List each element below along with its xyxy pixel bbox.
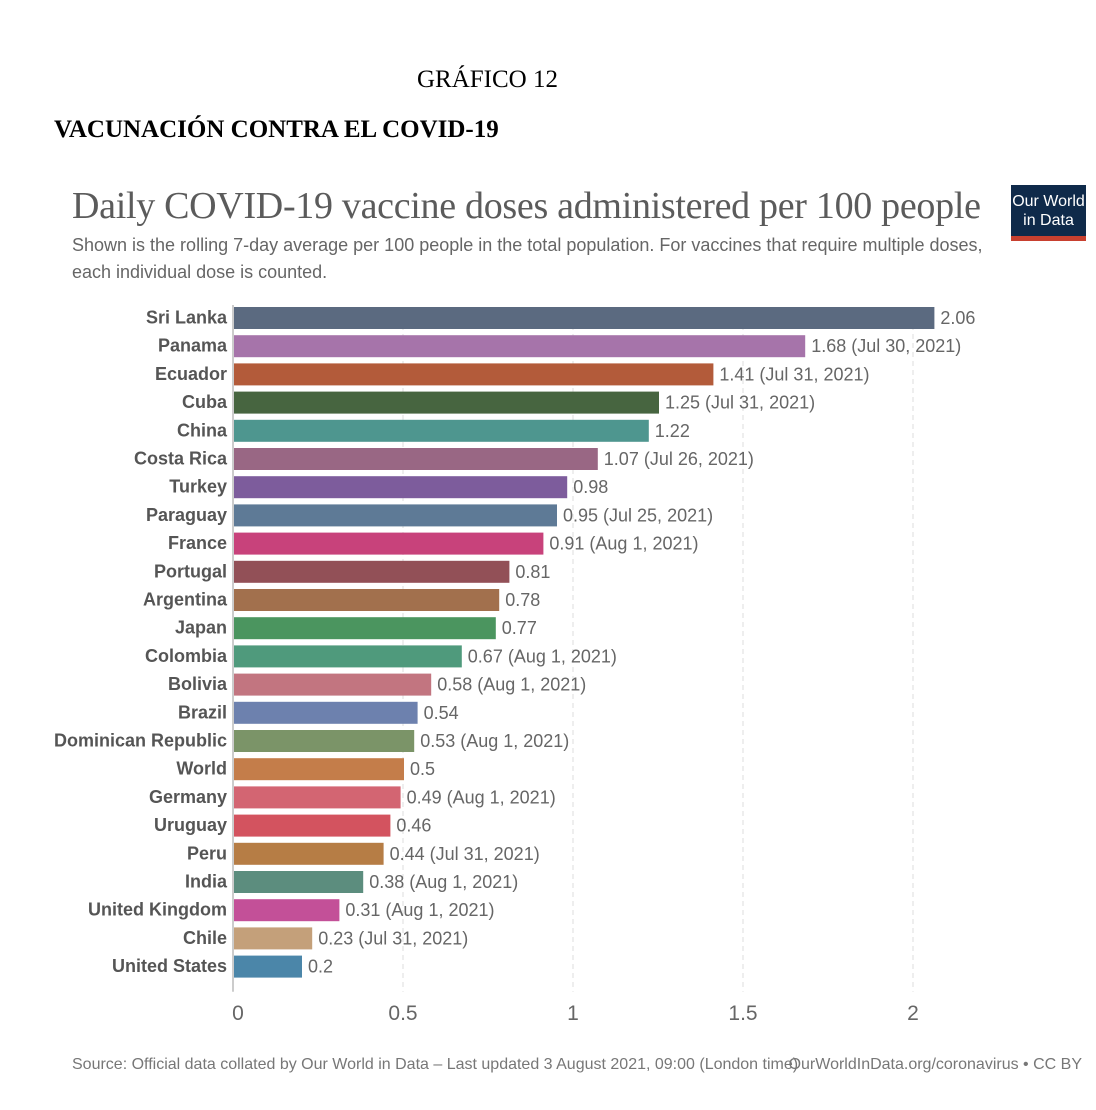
value-label: 0.54 [424,703,459,723]
value-label: 0.5 [410,759,435,779]
value-label: 0.53 (Aug 1, 2021) [420,731,569,751]
x-tick-label: 0 [232,1002,244,1025]
country-label: Peru [187,843,227,863]
country-label: Dominican Republic [54,731,227,751]
country-label: Portugal [154,561,227,581]
value-label: 1.68 (Jul 30, 2021) [811,336,961,356]
bar [234,363,714,386]
bar [234,927,313,950]
bar [234,730,415,752]
logo-line-1: Our World [1012,193,1085,210]
country-label: United Kingdom [88,900,227,920]
bar [234,419,649,442]
country-label: Sri Lanka [146,308,228,328]
value-label: 1.41 (Jul 31, 2021) [719,364,869,384]
bar-chart: 0 0.5 1 1.5 2 Sri Lanka 2.06 Panama 1.68 (Jul 30… [54,305,975,1025]
bar [234,673,432,696]
country-label: Japan [175,618,227,638]
value-label: 0.78 [505,590,540,610]
bar [234,560,510,583]
value-label: 0.98 [573,477,608,497]
figure-heading: VACUNACIÓN CONTRA EL COVID-19 [54,116,499,143]
logo-line-2: in Data [1023,212,1074,229]
bar [234,786,401,809]
x-tick-label: 1 [567,1002,579,1025]
value-label: 0.81 [515,562,550,582]
country-label: Paraguay [146,505,227,525]
value-label: 1.22 [655,421,690,441]
value-label: 0.95 (Jul 25, 2021) [563,505,713,525]
bar [234,589,500,611]
country-label: United States [112,956,227,976]
value-label: 0.58 (Aug 1, 2021) [437,675,586,695]
bar [234,335,806,358]
country-label: Cuba [182,392,228,412]
value-label: 0.46 [396,816,431,836]
bar [234,814,391,837]
country-label: Colombia [145,646,228,666]
country-label: India [185,872,228,892]
x-tick-label: 1.5 [728,1002,757,1025]
country-label: Uruguay [154,815,227,835]
bar [234,448,598,470]
figure-number: GRÁFICO 12 [417,66,558,93]
bar [234,617,496,640]
value-label: 0.67 (Aug 1, 2021) [468,646,617,666]
country-label: Argentina [143,590,228,610]
bar [234,645,462,668]
bar [234,955,302,978]
country-label: Brazil [178,702,227,722]
country-label: Costa Rica [134,449,228,469]
x-tick-label: 0.5 [388,1002,417,1025]
country-label: China [177,420,228,440]
country-label: France [168,533,227,553]
value-label: 1.07 (Jul 26, 2021) [604,449,754,469]
bar [234,842,384,865]
footer-source: Source: Official data collated by Our Wo… [72,1056,799,1073]
chart-subtitle: Shown is the rolling 7-day average per 1… [72,235,983,282]
footer-link[interactable]: OurWorldInData.org/coronavirus • CC BY [788,1056,1082,1073]
bar [234,701,418,724]
bar [234,899,340,922]
bar [234,871,364,893]
bar [234,532,544,555]
bar [234,391,659,414]
bar [234,476,568,499]
value-label: 2.06 [940,308,975,328]
country-label: Bolivia [168,674,228,694]
country-label: Turkey [169,477,227,497]
country-label: Ecuador [155,364,227,384]
value-label: 1.25 (Jul 31, 2021) [665,393,815,413]
chart-title: Daily COVID-19 vaccine doses administere… [72,185,981,227]
country-label: Chile [183,928,227,948]
value-label: 0.23 (Jul 31, 2021) [318,928,468,948]
value-label: 0.77 [502,618,537,638]
value-label: 0.44 (Jul 31, 2021) [390,844,540,864]
logo-accent-bar [1011,236,1086,241]
value-label: 0.2 [308,957,333,977]
owid-logo[interactable]: Our World in Data [1011,185,1086,241]
value-label: 0.91 (Aug 1, 2021) [549,534,698,554]
value-label: 0.49 (Aug 1, 2021) [407,787,556,807]
value-label: 0.38 (Aug 1, 2021) [369,872,518,892]
value-label: 0.31 (Aug 1, 2021) [345,900,494,920]
bar [234,307,935,329]
country-label: Panama [158,336,228,356]
country-label: World [176,759,227,779]
bar [234,758,404,781]
country-label: Germany [149,787,227,807]
bar [234,504,557,527]
x-tick-label: 2 [907,1002,919,1025]
